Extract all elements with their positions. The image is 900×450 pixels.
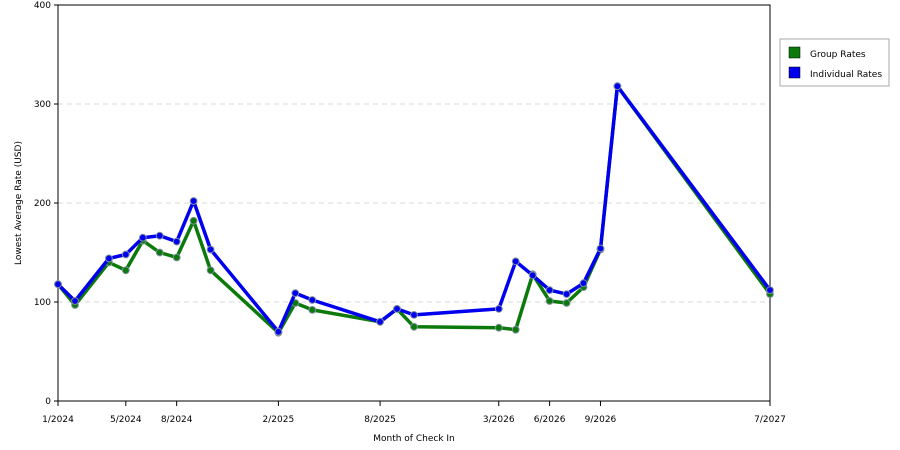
- x-tick-label: 6/2026: [534, 415, 566, 425]
- legend: Group Rates Individual Rates: [779, 38, 890, 87]
- data-point-individual-rates: [206, 245, 215, 254]
- x-axis: 1/2024 5/2024 8/2024 2/2025 8/2025 3/2026 6/20…: [42, 401, 786, 425]
- data-point-individual-rates: [291, 289, 300, 298]
- data-point-individual-rates: [613, 82, 622, 91]
- x-tick-label: 2/2025: [263, 415, 295, 425]
- x-tick-label: 8/2025: [364, 415, 396, 425]
- data-point-individual-rates: [54, 280, 62, 289]
- data-point-individual-rates: [172, 237, 181, 246]
- x-axis-label: Month of Check In: [373, 434, 455, 444]
- grid-lines: [58, 103, 770, 303]
- data-point-individual-rates: [393, 305, 401, 313]
- data-point-group-rates: [121, 266, 130, 275]
- y-tick-label: 400: [34, 1, 51, 11]
- x-tick-label: 7/2027: [754, 415, 786, 425]
- y-axis-label: Lowest Average Rate (USD): [14, 141, 24, 265]
- data-point-group-rates: [206, 266, 215, 275]
- x-tick-label: 1/2024: [42, 415, 74, 425]
- y-tick-label: 100: [34, 298, 51, 308]
- data-point-individual-rates: [766, 286, 774, 295]
- data-point-individual-rates: [511, 257, 520, 266]
- data-point-individual-rates: [596, 244, 605, 253]
- y-tick-label: 200: [34, 199, 51, 209]
- legend-swatch-individual-rates: [788, 66, 801, 79]
- series-individual-rates: [54, 82, 774, 336]
- data-point-group-rates: [511, 325, 520, 334]
- x-tick-label: 5/2024: [110, 415, 142, 425]
- y-tick-label: 0: [45, 397, 51, 407]
- series-group: [54, 82, 774, 337]
- data-point-group-rates: [545, 297, 554, 305]
- data-point-individual-rates: [138, 233, 147, 242]
- data-point-individual-rates: [121, 250, 130, 259]
- data-point-group-rates: [189, 216, 198, 225]
- y-axis: 0 100 200 300 400: [34, 1, 58, 407]
- data-point-individual-rates: [579, 279, 588, 288]
- data-point-group-rates: [562, 299, 571, 307]
- legend-label-individual-rates: Individual Rates: [810, 70, 882, 80]
- data-point-group-rates: [155, 248, 164, 257]
- data-point-group-rates: [494, 323, 503, 332]
- data-point-individual-rates: [494, 305, 503, 313]
- data-point-individual-rates: [155, 231, 164, 240]
- data-point-group-rates: [410, 322, 418, 331]
- data-point-individual-rates: [528, 271, 537, 280]
- legend-label-group-rates: Group Rates: [810, 50, 866, 60]
- data-point-individual-rates: [189, 197, 198, 205]
- x-tick-label: 3/2026: [483, 415, 515, 425]
- data-point-individual-rates: [410, 311, 418, 319]
- data-point-individual-rates: [105, 254, 113, 263]
- data-point-group-rates: [172, 253, 181, 262]
- x-tick-label: 8/2024: [161, 415, 193, 425]
- data-point-individual-rates: [308, 296, 317, 304]
- data-point-individual-rates: [376, 317, 385, 326]
- data-point-individual-rates: [274, 327, 283, 336]
- data-point-group-rates: [308, 306, 317, 314]
- data-point-individual-rates: [562, 290, 571, 299]
- legend-swatch-group-rates: [788, 46, 801, 59]
- y-tick-label: 300: [34, 100, 51, 110]
- x-tick-label: 9/2026: [585, 415, 617, 425]
- data-point-individual-rates: [545, 286, 554, 295]
- data-point-individual-rates: [71, 297, 79, 305]
